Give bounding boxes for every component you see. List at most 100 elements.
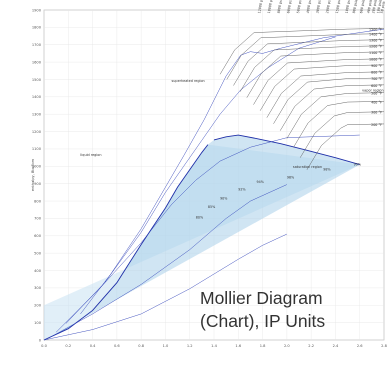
region-label: liquid region	[80, 153, 101, 157]
pressure-label: 1500 psia	[335, 0, 342, 14]
y-tick-label: 300	[34, 286, 42, 290]
x-tick-label: 0.2	[65, 344, 71, 348]
isotherm-line	[226, 33, 385, 80]
isotherm-line	[253, 58, 385, 105]
isotherm-line	[233, 39, 385, 86]
quality-label: 92%	[238, 188, 245, 192]
y-tick-label: 500	[34, 251, 42, 255]
x-tick-label: 2.2	[308, 344, 314, 348]
quality-label: 90%	[220, 196, 227, 200]
x-tick-label: 2.6	[357, 344, 363, 348]
y-tick-label: 600	[34, 234, 42, 238]
pressure-label: 6000 psia	[286, 0, 293, 14]
isotherm-line	[306, 123, 385, 170]
x-tick-label: 1.4	[211, 344, 217, 348]
x-tick-label: 2.0	[284, 344, 290, 348]
quality-label: 85%	[208, 205, 215, 209]
y-tick-label: 1200	[32, 130, 42, 134]
isotherm-line	[266, 71, 385, 118]
y-tick-label: 1700	[32, 43, 42, 47]
isotherm-label: 200 °F	[371, 123, 382, 127]
x-tick-label: 1.0	[163, 344, 169, 348]
y-tick-label: 1800	[32, 26, 42, 30]
y-tick-label: 1600	[32, 60, 42, 64]
quality-label: 80%	[196, 215, 203, 219]
pressure-label: 5000 psia	[296, 0, 303, 14]
pressure-label: 800 psia	[352, 0, 358, 14]
isotherm-label: 800 °F	[371, 71, 382, 75]
pressure-label: 10000 psia	[267, 0, 274, 14]
x-tick-label: 1.6	[235, 344, 241, 348]
y-tick-label: 900	[34, 182, 42, 186]
y-tick-label: 1100	[32, 147, 42, 151]
y-tick-label: 100	[34, 321, 42, 325]
y-tick-label: 800	[34, 199, 42, 203]
isotherm-label: 1300 °F	[369, 39, 382, 43]
x-tick-label: 0.6	[114, 344, 120, 348]
isobar-line	[43, 233, 287, 341]
y-tick-label: 1000	[32, 165, 42, 169]
pressure-label: 50 psia	[380, 1, 386, 14]
y-tick-label: 700	[34, 217, 42, 221]
curve-labels: 1500 °F 1400 °F 1300 °F 1200 °F 1100 °F 1000 …	[80, 0, 385, 219]
quality-label: 99%	[354, 162, 361, 166]
chart-subtitle: (Chart), IP Units	[200, 311, 325, 331]
y-tick-label: 1900	[32, 8, 42, 12]
isotherm-line	[219, 28, 385, 75]
saturated-liquid-line	[43, 144, 209, 341]
isotherm-label: 500 °F	[371, 92, 382, 96]
quality-label: 94%	[257, 180, 264, 184]
isotherm-label: 1500 °F	[369, 27, 382, 31]
pressure-label: 600 psia	[359, 0, 365, 14]
pressure-label: 12000 psia	[257, 0, 264, 14]
saturated-vapor-line	[213, 134, 360, 166]
x-tick-label: 2.4	[333, 344, 339, 348]
y-tick-label: 1400	[32, 95, 42, 99]
isotherm-lines	[219, 28, 385, 170]
isotherm-line	[246, 51, 385, 98]
isotherm-label: 900 °F	[371, 64, 382, 68]
isobar-line	[80, 28, 385, 315]
isotherm-line	[300, 111, 385, 158]
isotherm-label: 700 °F	[371, 77, 382, 81]
isotherm-line	[239, 45, 385, 92]
isotherm-line	[273, 77, 385, 124]
pressure-label: 4000 psia	[306, 0, 313, 14]
x-tick-label: 1.8	[260, 344, 266, 348]
isobar-line	[55, 134, 360, 333]
y-tick-label: 1500	[32, 78, 42, 82]
saturation-dome	[43, 134, 360, 341]
isotherm-line	[259, 64, 385, 111]
y-axis-title: enthalpy, Btu/lbm	[31, 158, 35, 191]
y-tick-label: 1300	[32, 113, 42, 117]
quality-label: 96%	[287, 175, 294, 179]
isotherm-label: 1400 °F	[369, 33, 382, 37]
region-label: superheated region	[172, 79, 205, 83]
isotherm-label: 400 °F	[371, 100, 382, 104]
x-tick-label: 0.4	[90, 344, 96, 348]
region-label: saturation region	[293, 165, 322, 169]
pressure-label: 2000 psia	[325, 0, 332, 14]
y-tick-label: 200	[34, 304, 42, 308]
isotherm-label: 300 °F	[371, 111, 382, 115]
pressure-label: 1000 psia	[345, 0, 352, 14]
y-tick-label: 400	[34, 269, 42, 273]
isotherm-line	[293, 101, 385, 148]
isotherm-label: 600 °F	[371, 84, 382, 88]
isobar-line	[65, 36, 336, 324]
isobar-lines	[43, 28, 385, 341]
isotherm-label: 1000 °F	[369, 58, 382, 62]
x-tick-label: 0.8	[138, 344, 144, 348]
x-tick-label: 0.0	[41, 344, 47, 348]
quality-label: 98%	[323, 168, 330, 172]
pressure-label: 3000 psia	[315, 0, 322, 14]
isotherm-line	[279, 84, 385, 131]
x-tick-label: 2.8	[381, 344, 387, 348]
y-tick-label: 0	[39, 338, 42, 342]
chart-title: Mollier Diagram	[200, 288, 323, 308]
x-tick-label: 1.2	[187, 344, 193, 348]
pressure-label: 8000 psia	[277, 0, 284, 14]
isotherm-label: 1100 °F	[369, 51, 382, 55]
